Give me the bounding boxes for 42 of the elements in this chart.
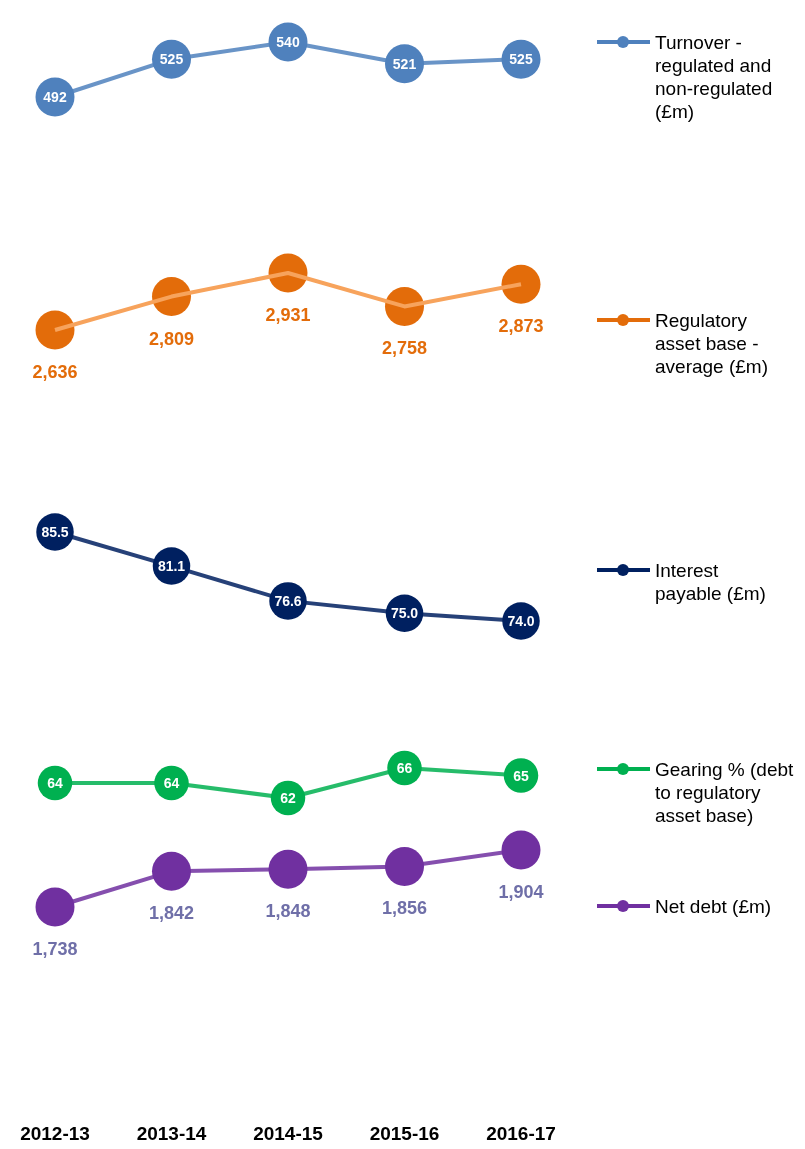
data-label: 64 xyxy=(163,775,180,791)
legend-label: Turnover - regulated and non-regulated (£m) xyxy=(655,32,773,122)
data-label: 64 xyxy=(47,775,63,791)
x-tick-label: 2014-15 xyxy=(253,1123,324,1144)
point xyxy=(501,830,541,870)
x-tick-label: 2016-17 xyxy=(486,1123,556,1144)
data-label: 1,842 xyxy=(148,903,195,924)
point xyxy=(268,849,308,889)
data-label: 2,809 xyxy=(148,328,195,349)
data-label: 62 xyxy=(280,790,296,806)
data-label: 540 xyxy=(276,34,300,50)
data-label: 65 xyxy=(513,767,529,784)
x-tick-label: 2015-16 xyxy=(369,1123,440,1144)
data-label: 492 xyxy=(43,89,67,105)
point xyxy=(35,310,75,350)
legend-label: Interest payable (£m) xyxy=(655,560,766,604)
data-label: 1,856 xyxy=(381,898,428,919)
data-label: 2,636 xyxy=(32,362,78,382)
data-label: 525 xyxy=(509,51,533,68)
data-label: 521 xyxy=(392,55,417,72)
x-tick-label: 2013-14 xyxy=(136,1123,207,1144)
x-tick-label: 2012-13 xyxy=(20,1123,90,1144)
data-label: 74.0 xyxy=(507,613,535,629)
point xyxy=(152,851,191,891)
data-label: 81.1 xyxy=(157,558,186,575)
data-label: 2,873 xyxy=(498,316,544,337)
data-label: 85.5 xyxy=(41,524,69,540)
data-label: 1,848 xyxy=(265,901,311,922)
legend-label: Net debt (£m) xyxy=(655,896,772,917)
data-label: 2,931 xyxy=(265,305,311,325)
data-label: 75.0 xyxy=(390,605,419,622)
legend-label: Gearing % (debt to regulatory asset base) xyxy=(655,759,795,826)
legend-label: Regulatory asset base - average (£m) xyxy=(655,310,768,377)
data-label: 66 xyxy=(396,760,413,776)
data-label: 76.6 xyxy=(274,592,302,609)
point xyxy=(385,846,424,886)
data-label: 525 xyxy=(159,51,184,68)
point xyxy=(501,264,541,304)
data-label: 1,904 xyxy=(498,882,544,902)
data-label: 1,738 xyxy=(32,939,78,959)
data-label: 2,758 xyxy=(381,338,428,359)
point xyxy=(35,887,75,927)
